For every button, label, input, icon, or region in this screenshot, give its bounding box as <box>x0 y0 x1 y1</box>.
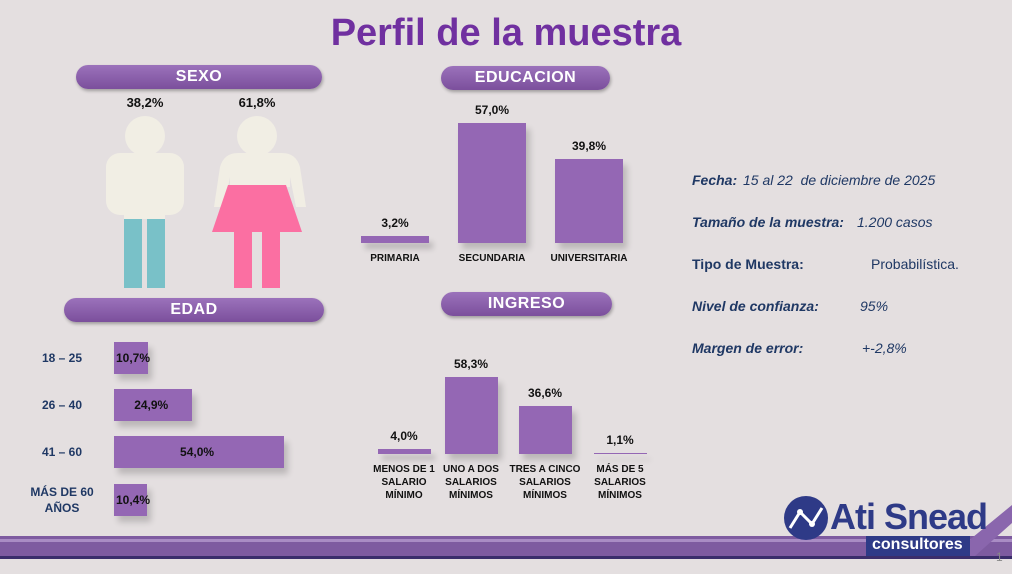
bar <box>518 405 572 454</box>
logo-tagline: consultores <box>872 536 963 553</box>
bar <box>114 389 193 421</box>
info-label: Fecha: <box>692 172 738 188</box>
value-label: 10,7% <box>116 351 151 365</box>
value-label: 4,0% <box>390 428 418 443</box>
logo-band <box>866 536 970 556</box>
category-label: SECUNDARIA <box>458 253 526 264</box>
logo-icon <box>784 496 828 540</box>
category-label: 18 – 25 <box>41 351 83 365</box>
bar <box>593 452 647 454</box>
info-value: +-2,8% <box>862 340 907 356</box>
bar <box>114 436 285 468</box>
value-label: 1,1% <box>606 432 634 447</box>
section-header: EDAD <box>64 298 324 322</box>
male-figure <box>106 116 184 288</box>
female-figure <box>212 116 306 288</box>
category-label: 26 – 40 <box>41 398 83 412</box>
bar <box>377 448 431 454</box>
bar <box>361 236 429 243</box>
bar <box>114 342 148 374</box>
info-value: 95% <box>860 298 889 314</box>
category-label: MÁS DE 5 SALARIOS MÍNIMOS <box>594 464 646 501</box>
info-label: Tipo de Muestra: <box>692 256 804 272</box>
category-label: TRES A CINCO SALARIOS MÍNIMOS <box>509 464 581 501</box>
value-label: 54,0% <box>180 445 215 459</box>
footer-stripe <box>0 539 1012 542</box>
info-value: 15 al 22 de diciembre de 2025 <box>743 172 936 188</box>
value-label: 57,0% <box>474 102 510 117</box>
value-label: 36,6% <box>527 385 563 400</box>
slide-title: Perfil de la muestra <box>330 12 682 54</box>
info-label: Nivel de confianza: <box>692 298 819 314</box>
section-header: EDUCACION <box>441 66 610 90</box>
category-label: 41 – 60 <box>41 445 83 459</box>
bar <box>555 159 623 243</box>
value-label: 61,8% <box>238 95 276 110</box>
bar <box>114 484 147 516</box>
category-label: UNIVERSITARIA <box>550 253 628 264</box>
category-label: MÁS DE 60 AÑOS <box>30 485 94 515</box>
category-label: UNO A DOS SALARIOS MÍNIMOS <box>443 464 499 501</box>
info-value: 1.200 casos <box>857 214 933 230</box>
value-label: 58,3% <box>453 357 489 372</box>
logo-name: Ati Snead <box>830 496 988 537</box>
value-label: 39,8% <box>571 139 607 154</box>
value-label: 10,4% <box>116 493 151 507</box>
section-header: SEXO <box>76 65 322 89</box>
category-label: PRIMARIA <box>370 253 420 264</box>
info-value: Probabilística. <box>871 256 959 272</box>
section-header: INGRESO <box>441 292 612 316</box>
value-label: 38,2% <box>126 95 164 110</box>
footer-stripe <box>0 556 1012 559</box>
info-label: Margen de error: <box>692 340 804 356</box>
info-label: Tamaño de la muestra: <box>692 214 844 230</box>
value-label: 3,2% <box>381 216 409 231</box>
bar <box>458 122 526 243</box>
bar <box>444 377 498 454</box>
page-number: 1 <box>996 550 1003 564</box>
category-label: MENOS DE 1 SALARIO MÍNIMO <box>373 464 435 501</box>
value-label: 24,9% <box>134 398 169 412</box>
